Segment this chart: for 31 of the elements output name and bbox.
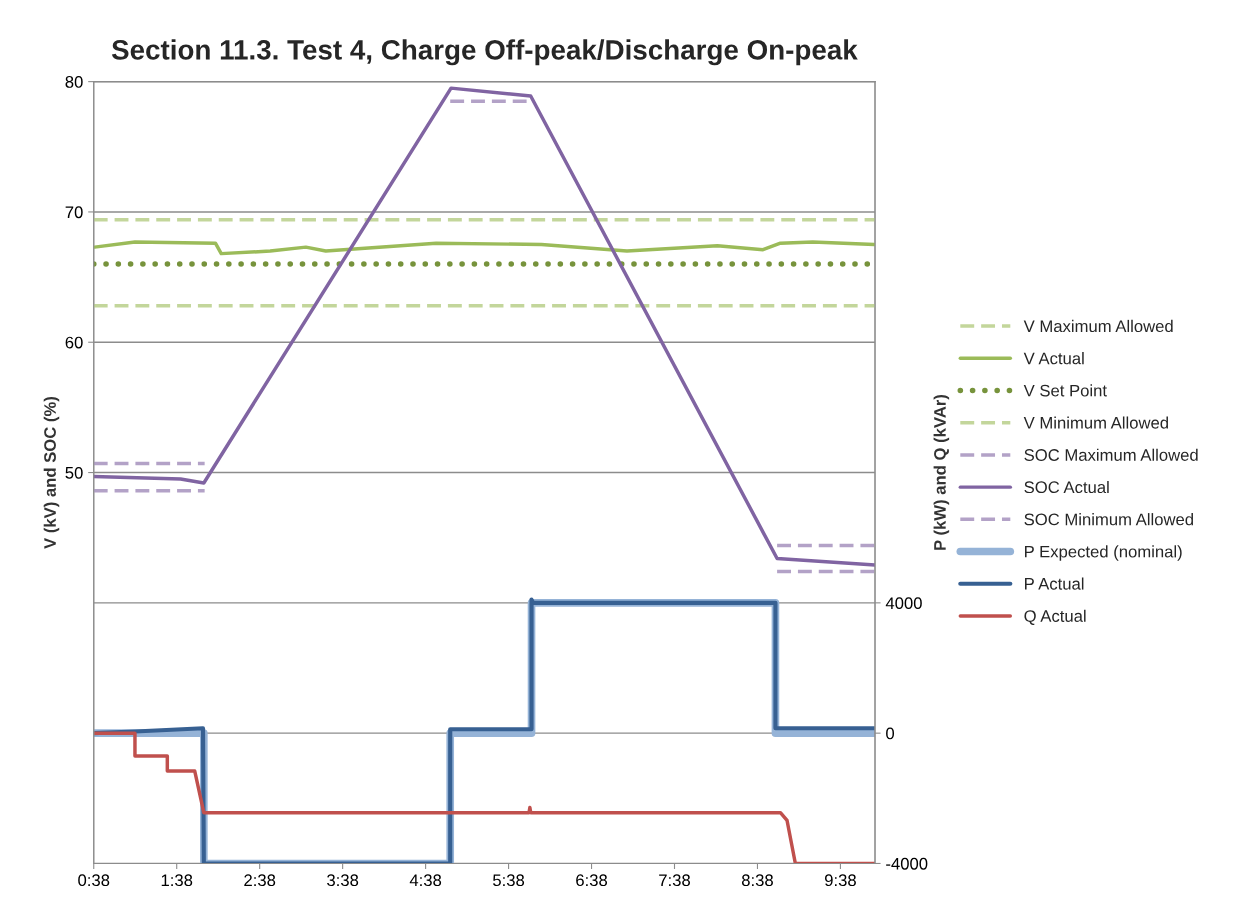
x-tick-label: 9:38 <box>824 874 856 887</box>
legend-label: V Maximum Allowed <box>1023 319 1173 333</box>
y2-tick-label: 4000 <box>885 597 922 610</box>
line-series <box>93 240 875 256</box>
x-tick-label: 1:38 <box>161 874 193 887</box>
chart-title: Section 11.3. Test 4, Charge Off-peak/Discharge On-peak <box>111 39 858 66</box>
y-tick-label: 70 <box>65 206 83 219</box>
x-tick-label: 5:38 <box>493 874 525 887</box>
x-tick-label: 6:38 <box>576 874 608 887</box>
legend-label: P Expected (nominal) <box>1025 545 1182 561</box>
legend-label: SOC Minimum Allowed <box>1024 513 1193 526</box>
x-tick-label: 0:38 <box>78 874 110 887</box>
y-axis-title: V (kV) and SOC (%) <box>43 396 60 549</box>
y-tick-label: 80 <box>65 76 83 88</box>
legend-label: SOC Actual <box>1024 480 1109 494</box>
y-tick-label: 60 <box>65 336 83 349</box>
x-tick-label: 3:38 <box>327 874 359 887</box>
x-tick-label: 2:38 <box>244 874 276 887</box>
legend-label: P Actual <box>1025 577 1084 590</box>
y2-tick-label: -4000 <box>886 857 928 870</box>
legend-label: Q Actual <box>1024 609 1086 625</box>
legend-label: SOC Maximum Allowed <box>1024 448 1198 461</box>
x-tick-label: 8:38 <box>741 874 773 887</box>
y-tick-label: 50 <box>65 466 83 479</box>
x-tick-label: 4:38 <box>409 874 442 887</box>
y2-tick-label: 0 <box>886 727 895 740</box>
legend-label: V Actual <box>1023 352 1084 365</box>
legend-label: V Minimum Allowed <box>1023 416 1168 429</box>
y2-axis-title: P (kW) and Q (kVAr) <box>933 394 950 550</box>
legend-label: V Set Point <box>1023 384 1107 397</box>
x-tick-label: 7:38 <box>659 874 690 887</box>
